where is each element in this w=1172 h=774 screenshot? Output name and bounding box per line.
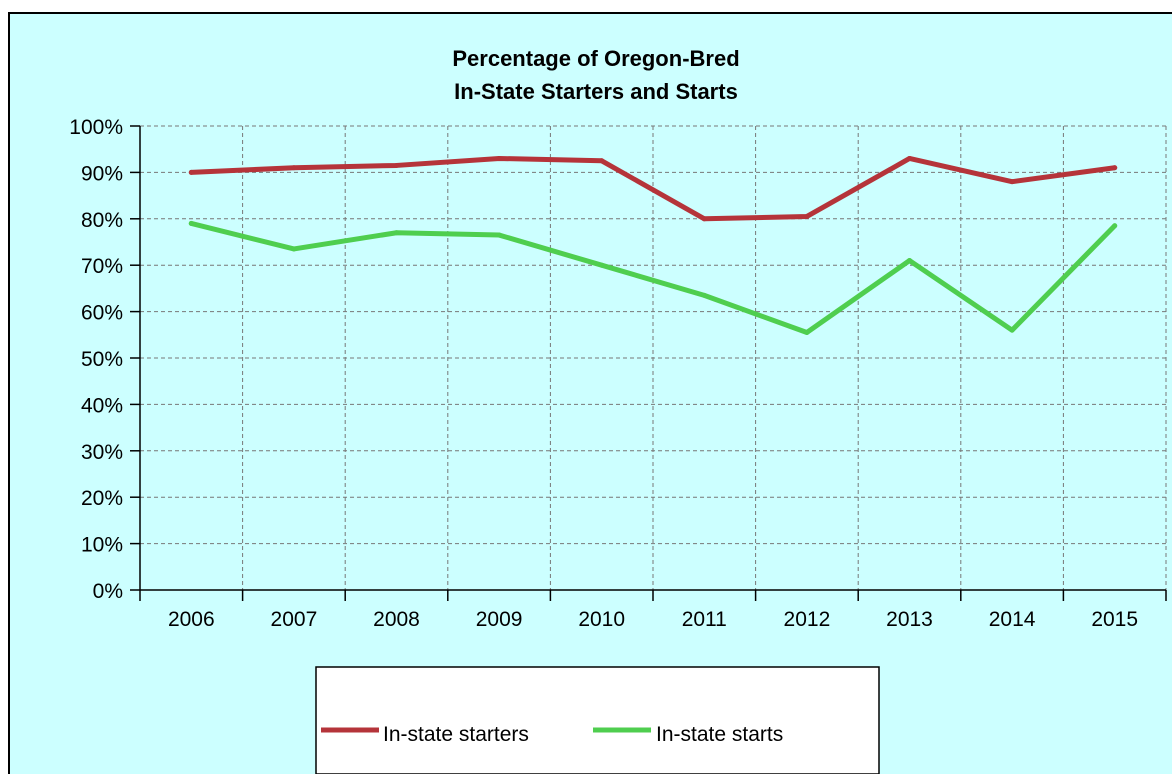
x-tick-label: 2013 — [886, 608, 933, 631]
data-point — [496, 232, 502, 238]
chart-frame — [8, 12, 1172, 774]
legend-label-starts: In-state starts — [656, 723, 783, 746]
y-tick-label: 70% — [81, 255, 123, 278]
y-tick-label: 20% — [81, 487, 123, 510]
legend: In-state starters In-state starts — [315, 666, 880, 774]
x-tick-label: 2007 — [271, 608, 318, 631]
data-point — [599, 158, 605, 164]
x-tick-label: 2006 — [168, 608, 215, 631]
y-tick-label: 60% — [81, 302, 123, 325]
y-tick-label: 40% — [81, 394, 123, 417]
series-line-0 — [188, 155, 1118, 222]
data-point — [1112, 223, 1118, 229]
data-point — [188, 169, 194, 175]
x-tick-label: 2015 — [1091, 608, 1138, 631]
data-point — [394, 230, 399, 236]
data-point — [907, 155, 912, 161]
data-point — [394, 162, 399, 168]
data-point — [701, 216, 707, 222]
legend-box — [315, 666, 880, 774]
series-lines — [188, 155, 1118, 335]
gridlines — [140, 125, 1167, 590]
data-point — [291, 246, 297, 252]
y-tick-label: 0% — [93, 580, 123, 603]
x-tick-label: 2010 — [578, 608, 625, 631]
y-tick-label: 30% — [81, 441, 123, 464]
y-tick-label: 90% — [81, 162, 123, 185]
y-tick-label: 80% — [81, 209, 123, 232]
legend-label-starters: In-state starters — [383, 723, 529, 746]
y-tick-label: 100% — [69, 116, 123, 139]
x-tick-label: 2014 — [989, 608, 1036, 631]
data-point — [496, 155, 502, 161]
data-point — [804, 213, 810, 219]
y-tick-label: 10% — [81, 534, 123, 557]
data-point — [1112, 165, 1118, 171]
data-point — [1009, 179, 1015, 185]
data-point — [1009, 327, 1015, 333]
data-point — [907, 258, 912, 264]
x-tick-label: 2008 — [373, 608, 420, 631]
data-point — [804, 329, 810, 335]
axes: 0% 10% 20% 30% 40% 50% 60% 70% 80% 90% 100% 2006 200… — [69, 116, 1167, 631]
x-tick-label: 2009 — [476, 608, 523, 631]
chart-title-line-1: Percentage of Oregon-Bred — [452, 46, 739, 71]
chart-title-line-2: In-State Starters and Starts — [454, 79, 738, 104]
x-tick-label: 2011 — [682, 608, 727, 631]
series-line-1 — [188, 220, 1118, 335]
data-point — [188, 220, 194, 226]
data-point — [291, 165, 297, 171]
data-point — [701, 292, 707, 298]
data-point — [599, 262, 605, 268]
y-tick-label: 50% — [81, 348, 123, 371]
x-tick-label: 2012 — [784, 608, 831, 631]
